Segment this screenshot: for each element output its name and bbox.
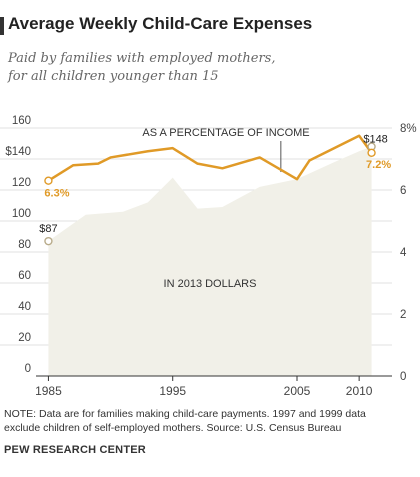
line-series-percent bbox=[47, 134, 373, 182]
left-tick-label: 0 bbox=[25, 363, 31, 375]
left-tick-label: 40 bbox=[18, 301, 31, 313]
annotation-line-end: 7.2% bbox=[366, 159, 391, 171]
annotation-area-end: $148 bbox=[363, 134, 387, 146]
chart-title: Average Weekly Child-Care Expenses bbox=[8, 14, 313, 33]
right-tick-label: 6 bbox=[400, 185, 406, 197]
line-series-label: AS A PERCENTAGE OF INCOME bbox=[142, 127, 309, 139]
title-accent-bar bbox=[0, 17, 4, 35]
right-tick-label: 4 bbox=[400, 247, 407, 259]
left-tick-label: $140 bbox=[5, 146, 31, 158]
subtitle-line-1: Paid by families with employed mothers, bbox=[8, 51, 276, 66]
chart-note: NOTE: Data are for families making child… bbox=[4, 407, 366, 435]
area-start-marker bbox=[44, 236, 53, 246]
right-tick-label: 2 bbox=[400, 309, 406, 321]
left-tick-label: 120 bbox=[12, 177, 31, 189]
chart-svg: IN 2013 DOLLARS AS A PERCENTAGE OF INCOM… bbox=[0, 115, 417, 398]
subtitle-line-2: for all children younger than 15 bbox=[8, 69, 219, 84]
annotation-area-start: $87 bbox=[39, 223, 57, 235]
left-tick-label: 20 bbox=[18, 332, 31, 344]
x-tick-label: 2005 bbox=[284, 384, 311, 398]
chart-subtitle: Paid by families with employed mothers, … bbox=[8, 50, 275, 86]
x-tick-label: 1985 bbox=[35, 384, 62, 398]
endpoint-markers bbox=[44, 142, 376, 246]
line-end-marker bbox=[367, 148, 376, 157]
note-line-2: exclude children of self-employed mother… bbox=[4, 422, 342, 434]
area-series-dollars bbox=[48, 146, 372, 376]
left-tick-label: 160 bbox=[12, 115, 31, 127]
line-start-marker bbox=[44, 176, 53, 185]
left-tick-label: 80 bbox=[18, 239, 31, 251]
right-axis-ticks: 0 2 4 6 8% bbox=[400, 123, 417, 383]
right-tick-label: 8% bbox=[400, 123, 417, 135]
source-credit: PEW RESEARCH CENTER bbox=[4, 444, 146, 456]
x-tick-label: 2010 bbox=[346, 384, 373, 398]
right-tick-label: 0 bbox=[400, 371, 406, 383]
x-axis-ticks: 1985 1995 2005 2010 bbox=[35, 376, 373, 398]
left-tick-label: 60 bbox=[18, 270, 31, 282]
area-series-label: IN 2013 DOLLARS bbox=[164, 278, 257, 290]
x-tick-label: 1995 bbox=[159, 384, 186, 398]
left-axis-ticks: 0 20 40 60 80 100 120 $140 160 bbox=[5, 115, 31, 375]
annotation-line-start: 6.3% bbox=[44, 188, 69, 200]
left-tick-label: 100 bbox=[12, 208, 31, 220]
note-line-1: NOTE: Data are for families making child… bbox=[4, 408, 366, 420]
